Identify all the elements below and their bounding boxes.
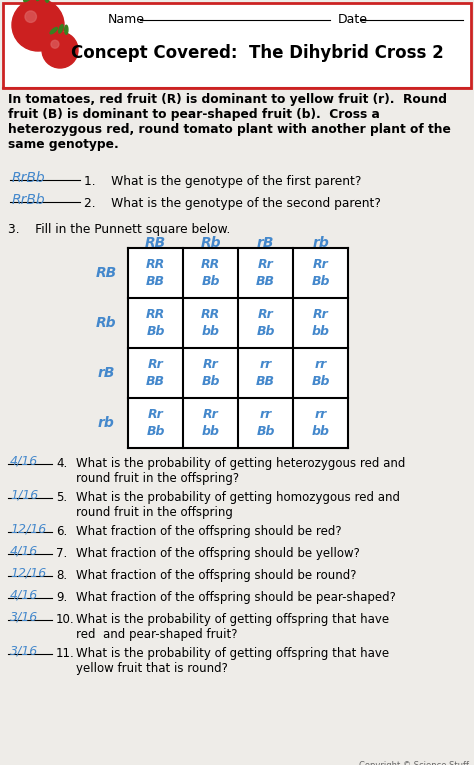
Circle shape <box>51 41 59 48</box>
Bar <box>128 248 348 448</box>
Text: RR
BB: RR BB <box>146 259 165 288</box>
Text: What fraction of the offspring should be pear-shaped?: What fraction of the offspring should be… <box>76 591 396 604</box>
Text: 8.: 8. <box>56 569 67 582</box>
Text: Rr
Bb: Rr Bb <box>256 308 275 338</box>
Text: Concept Covered:  The Dihybrid Cross 2: Concept Covered: The Dihybrid Cross 2 <box>71 44 443 62</box>
Text: 12/16: 12/16 <box>10 522 46 535</box>
Text: Rr
Bb: Rr Bb <box>146 409 165 438</box>
Circle shape <box>25 11 36 22</box>
Text: 3/16: 3/16 <box>10 644 38 657</box>
Text: rb: rb <box>312 236 329 250</box>
Text: rr
Bb: rr Bb <box>256 409 275 438</box>
Text: 6.: 6. <box>56 525 67 538</box>
Text: 5.: 5. <box>56 491 67 504</box>
Text: What fraction of the offspring should be red?: What fraction of the offspring should be… <box>76 525 342 538</box>
Text: rB: rB <box>257 236 274 250</box>
Text: 3/16: 3/16 <box>10 610 38 623</box>
Text: Rb: Rb <box>200 236 221 250</box>
Ellipse shape <box>50 28 57 34</box>
Text: What fraction of the offspring should be yellow?: What fraction of the offspring should be… <box>76 547 360 560</box>
Text: Rr
bb: Rr bb <box>311 308 329 338</box>
Text: 9.: 9. <box>56 591 67 604</box>
Ellipse shape <box>24 0 34 2</box>
Text: Rr
BB: Rr BB <box>256 259 275 288</box>
Text: rr
Bb: rr Bb <box>311 358 330 388</box>
Text: 1/16: 1/16 <box>10 488 38 501</box>
Text: 4/16: 4/16 <box>10 588 38 601</box>
Text: rr
BB: rr BB <box>256 358 275 388</box>
Text: rB: rB <box>97 366 115 380</box>
Text: Rr
bb: Rr bb <box>201 409 219 438</box>
Text: RR
bb: RR bb <box>201 308 220 338</box>
Text: Date: Date <box>338 13 368 26</box>
Text: RR
Bb: RR Bb <box>146 308 165 338</box>
Text: RrBb: RrBb <box>12 193 46 207</box>
Text: RrBb: RrBb <box>12 171 46 185</box>
Text: 2.    What is the genotype of the second parent?: 2. What is the genotype of the second pa… <box>84 197 381 210</box>
Text: 7.: 7. <box>56 547 67 560</box>
Text: What fraction of the offspring should be round?: What fraction of the offspring should be… <box>76 569 356 582</box>
Text: 3.    Fill in the Punnett square below.: 3. Fill in the Punnett square below. <box>8 223 230 236</box>
Text: 4.: 4. <box>56 457 67 470</box>
Text: What is the probability of getting homozygous red and
round fruit in the offspri: What is the probability of getting homoz… <box>76 491 400 519</box>
Text: What is the probability of getting offspring that have
yellow fruit that is roun: What is the probability of getting offsp… <box>76 647 389 675</box>
Text: 4/16: 4/16 <box>10 454 38 467</box>
Circle shape <box>42 32 78 68</box>
Ellipse shape <box>64 25 68 34</box>
Text: Rr
BB: Rr BB <box>146 358 165 388</box>
Text: Rr
Bb: Rr Bb <box>201 358 220 388</box>
Text: Name: Name <box>108 13 145 26</box>
Text: 1.    What is the genotype of the first parent?: 1. What is the genotype of the first par… <box>84 175 361 188</box>
Text: What is the probability of getting offspring that have
red  and pear-shaped frui: What is the probability of getting offsp… <box>76 613 389 641</box>
Text: rr
bb: rr bb <box>311 409 329 438</box>
Text: 12/16: 12/16 <box>10 566 46 579</box>
Ellipse shape <box>45 0 49 2</box>
Text: rb: rb <box>98 416 114 430</box>
Text: 10.: 10. <box>56 613 74 626</box>
Bar <box>3 3 471 88</box>
Text: Copyright © Science Stuff: Copyright © Science Stuff <box>359 761 469 765</box>
Ellipse shape <box>59 24 63 33</box>
Text: Rb: Rb <box>96 316 116 330</box>
Text: RB: RB <box>145 236 166 250</box>
Text: Rr
Bb: Rr Bb <box>311 259 330 288</box>
Text: 4/16: 4/16 <box>10 544 38 557</box>
Text: What is the probability of getting heterozygous red and
round fruit in the offsp: What is the probability of getting heter… <box>76 457 405 485</box>
Text: RB: RB <box>95 266 117 280</box>
Text: RR
Bb: RR Bb <box>201 259 220 288</box>
Text: 11.: 11. <box>56 647 75 660</box>
Circle shape <box>12 0 64 51</box>
Text: In tomatoes, red fruit (R) is dominant to yellow fruit (r).  Round
fruit (B) is : In tomatoes, red fruit (R) is dominant t… <box>8 93 451 151</box>
